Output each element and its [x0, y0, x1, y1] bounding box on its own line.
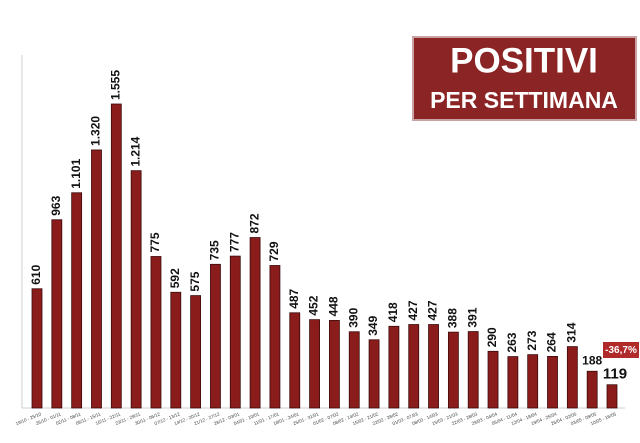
value-label: 349	[366, 315, 380, 335]
bar	[150, 256, 162, 409]
bar	[71, 192, 83, 409]
value-label: 273	[525, 330, 539, 350]
bar	[31, 288, 43, 409]
chart-subtitle: PER SETTIMANA	[430, 87, 618, 113]
bar	[110, 103, 122, 409]
value-label: 487	[287, 288, 301, 308]
bar	[51, 219, 63, 409]
bar	[170, 291, 182, 409]
value-label: 452	[307, 295, 321, 315]
bar	[408, 324, 420, 409]
bar	[210, 263, 221, 409]
bar	[606, 384, 618, 409]
value-label: 872	[247, 213, 261, 233]
bar	[507, 356, 519, 409]
value-label: 575	[188, 271, 202, 291]
bar	[190, 295, 202, 409]
bar	[388, 325, 400, 409]
value-label: 735	[208, 240, 222, 260]
bar	[229, 255, 241, 409]
bar	[566, 346, 578, 409]
annotation: -36,7%	[605, 345, 637, 356]
bar	[428, 324, 439, 409]
chart-title: POSITIVI	[450, 41, 598, 80]
bar	[368, 339, 380, 409]
bar	[348, 331, 360, 409]
bar	[249, 237, 261, 409]
bar	[586, 370, 598, 409]
bar	[289, 312, 301, 409]
value-label: 1.214	[128, 136, 142, 166]
value-label: 729	[267, 241, 281, 261]
value-label: 388	[446, 308, 460, 328]
value-label: 427	[406, 300, 420, 320]
value-label: 427	[426, 300, 440, 320]
value-label: 263	[505, 332, 519, 352]
bar	[447, 331, 459, 409]
value-label: 264	[545, 332, 559, 352]
value-label: 391	[465, 307, 479, 327]
bar	[269, 265, 281, 409]
value-label: 963	[49, 195, 63, 215]
value-label: 448	[327, 296, 341, 316]
title-box	[412, 36, 637, 121]
value-label: 290	[485, 327, 499, 347]
value-label: 1.555	[108, 70, 122, 100]
value-label: 188	[582, 353, 602, 367]
value-label: 1.320	[89, 116, 103, 146]
annotation-box	[603, 342, 639, 358]
value-label: 1.101	[69, 158, 83, 188]
value-label: 390	[346, 307, 360, 327]
value-label: 592	[168, 268, 182, 288]
bar	[527, 354, 539, 409]
bar	[487, 350, 499, 409]
bar	[467, 331, 479, 409]
value-label: 775	[148, 232, 162, 252]
bar	[329, 320, 340, 409]
value-label: 119	[603, 366, 627, 383]
value-label: 314	[565, 322, 579, 342]
value-label: 777	[227, 232, 241, 252]
value-label: 610	[29, 264, 43, 284]
bar	[91, 149, 102, 409]
bar	[309, 319, 320, 409]
value-label: 418	[386, 302, 400, 322]
bar	[547, 355, 558, 409]
bar	[130, 170, 142, 409]
